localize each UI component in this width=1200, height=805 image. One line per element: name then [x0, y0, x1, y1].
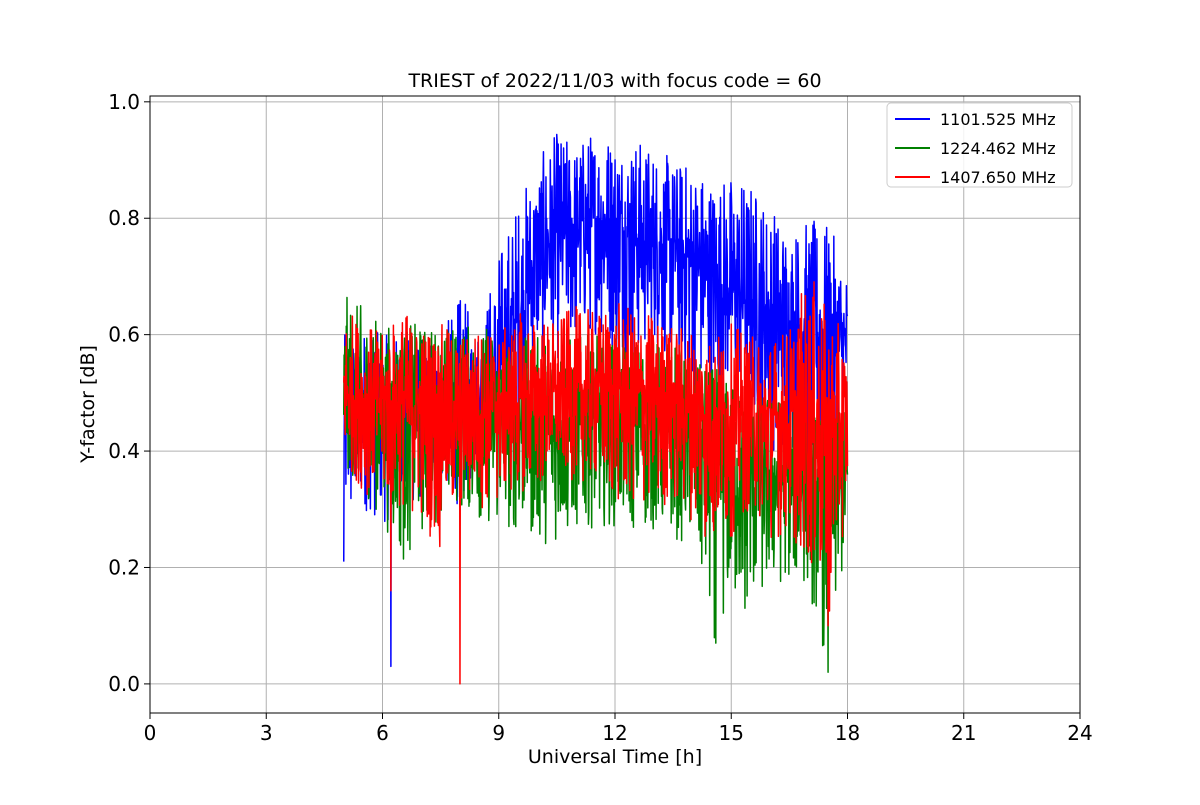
series-line-3: [343, 281, 849, 685]
x-tick-label: 3: [260, 721, 273, 745]
x-axis-label: Universal Time [h]: [528, 746, 702, 768]
legend-label-3: 1407.650 MHz: [940, 168, 1056, 187]
y-tick-label: 0.6: [108, 323, 140, 347]
series-layer: [343, 133, 849, 685]
legend: 1101.525 MHz 1224.462 MHz 1407.650 MHz: [886, 102, 1073, 188]
x-tick-label: 0: [144, 721, 157, 745]
x-tick-label: 21: [951, 721, 976, 745]
x-tick-label: 12: [602, 721, 627, 745]
y-tick-label: 0.2: [108, 555, 140, 579]
y-tick-label: 0.0: [108, 672, 140, 696]
legend-items: 1101.525 MHz 1224.462 MHz 1407.650 MHz: [895, 110, 1056, 187]
y-tick-label: 0.8: [108, 206, 140, 230]
x-tick-label: 24: [1067, 721, 1092, 745]
x-tick-label: 9: [492, 721, 505, 745]
x-tick-label: 6: [376, 721, 389, 745]
axis-ticks: 0 3 6 9 12 15 18 21 24 0.0 0.2 0.4 0.6 0.8 1.0: [108, 90, 1093, 745]
y-tick-label: 1.0: [108, 90, 140, 114]
legend-label-2: 1224.462 MHz: [940, 139, 1056, 158]
x-tick-label: 15: [719, 721, 744, 745]
y-axis-label: Y-factor [dB]: [77, 345, 99, 464]
x-tick-label: 18: [835, 721, 860, 745]
legend-label-1: 1101.525 MHz: [940, 110, 1056, 129]
y-tick-label: 0.4: [108, 439, 140, 463]
legend-box: [886, 102, 1073, 188]
chart-title: TRIEST of 2022/11/03 with focus code = 6…: [407, 70, 821, 92]
